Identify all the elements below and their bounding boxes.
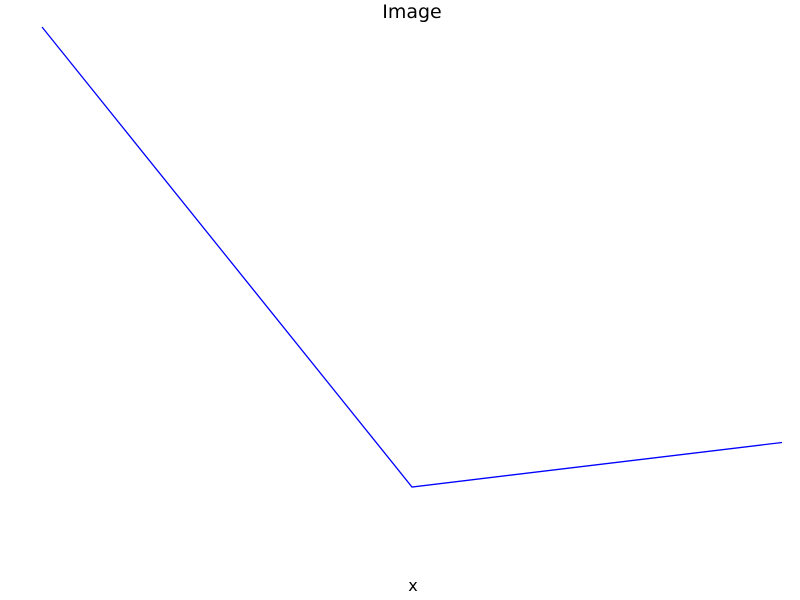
x-axis-label: x: [408, 576, 418, 595]
series-line-1: [41, 26, 783, 488]
series-layer: [41, 26, 783, 488]
chart-title: Image: [382, 1, 442, 23]
